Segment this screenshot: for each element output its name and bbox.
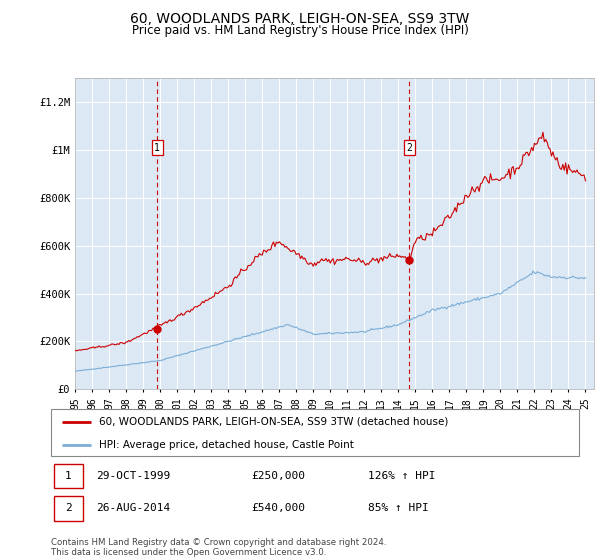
Text: 2: 2 xyxy=(65,503,71,514)
FancyBboxPatch shape xyxy=(53,496,83,521)
Text: 1: 1 xyxy=(65,471,71,481)
Text: 60, WOODLANDS PARK, LEIGH-ON-SEA, SS9 3TW (detached house): 60, WOODLANDS PARK, LEIGH-ON-SEA, SS9 3T… xyxy=(98,417,448,427)
Text: 2: 2 xyxy=(406,143,412,153)
Text: 29-OCT-1999: 29-OCT-1999 xyxy=(96,471,170,481)
Text: £540,000: £540,000 xyxy=(251,503,305,514)
Text: 1: 1 xyxy=(154,143,160,153)
FancyBboxPatch shape xyxy=(53,464,83,488)
Text: Contains HM Land Registry data © Crown copyright and database right 2024.
This d: Contains HM Land Registry data © Crown c… xyxy=(51,538,386,557)
Text: 60, WOODLANDS PARK, LEIGH-ON-SEA, SS9 3TW: 60, WOODLANDS PARK, LEIGH-ON-SEA, SS9 3T… xyxy=(130,12,470,26)
Text: 126% ↑ HPI: 126% ↑ HPI xyxy=(368,471,436,481)
Text: 26-AUG-2014: 26-AUG-2014 xyxy=(96,503,170,514)
Text: HPI: Average price, detached house, Castle Point: HPI: Average price, detached house, Cast… xyxy=(98,440,353,450)
Text: 85% ↑ HPI: 85% ↑ HPI xyxy=(368,503,428,514)
Text: Price paid vs. HM Land Registry's House Price Index (HPI): Price paid vs. HM Land Registry's House … xyxy=(131,24,469,36)
Text: £250,000: £250,000 xyxy=(251,471,305,481)
